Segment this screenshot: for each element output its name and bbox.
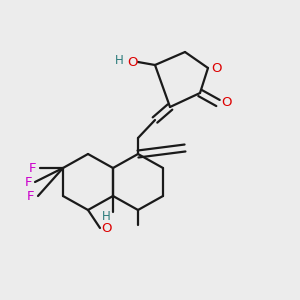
Text: O: O: [128, 56, 138, 68]
Text: F: F: [29, 161, 37, 175]
Text: F: F: [27, 190, 35, 202]
Text: O: O: [212, 61, 222, 74]
Text: H: H: [115, 53, 123, 67]
Text: F: F: [24, 176, 32, 188]
Text: H: H: [102, 209, 110, 223]
Text: O: O: [101, 221, 111, 235]
Text: O: O: [221, 97, 231, 110]
